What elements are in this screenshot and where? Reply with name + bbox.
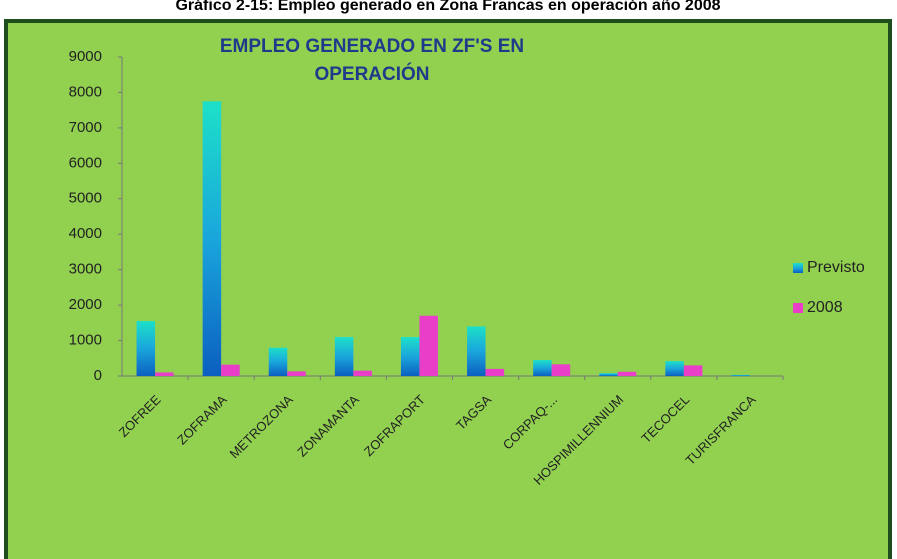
bar bbox=[221, 364, 240, 376]
legend-swatch bbox=[793, 263, 803, 273]
legend-label: Previsto bbox=[807, 259, 865, 276]
y-tick-label: 4000 bbox=[69, 225, 102, 242]
y-tick-label: 0 bbox=[94, 367, 102, 384]
y-tick-label: 7000 bbox=[69, 119, 102, 136]
bar bbox=[533, 360, 552, 376]
bar bbox=[683, 365, 703, 376]
bar bbox=[551, 364, 571, 376]
bar bbox=[419, 315, 438, 376]
bar bbox=[202, 101, 222, 377]
y-tick-label: 2000 bbox=[69, 296, 102, 313]
legend-swatch bbox=[793, 303, 803, 313]
bar bbox=[599, 373, 618, 376]
y-tick-label: 5000 bbox=[69, 190, 102, 207]
chart-title: OPERACIÓN bbox=[314, 63, 429, 85]
bar bbox=[400, 337, 420, 376]
y-tick-label: 1000 bbox=[69, 332, 102, 349]
bar bbox=[467, 326, 486, 376]
bar bbox=[665, 361, 684, 376]
bar bbox=[268, 347, 288, 376]
bar bbox=[617, 371, 637, 376]
y-tick-label: 3000 bbox=[69, 261, 102, 278]
legend-label: 2008 bbox=[807, 299, 843, 316]
chart-title: EMPLEO GENERADO EN ZF'S EN bbox=[220, 36, 524, 57]
y-tick-label: 9000 bbox=[69, 48, 102, 65]
bar bbox=[485, 368, 505, 376]
bar bbox=[353, 370, 372, 376]
chart-background bbox=[4, 19, 892, 559]
y-tick-label: 6000 bbox=[69, 154, 102, 171]
bar bbox=[136, 321, 156, 376]
bar bbox=[731, 374, 750, 376]
bar bbox=[155, 372, 174, 376]
y-tick-label: 8000 bbox=[69, 83, 102, 100]
bar bbox=[287, 371, 306, 376]
caption: Gráfico 2-15: Empleo generado en Zona Fr… bbox=[175, 0, 720, 14]
bar bbox=[334, 337, 354, 376]
